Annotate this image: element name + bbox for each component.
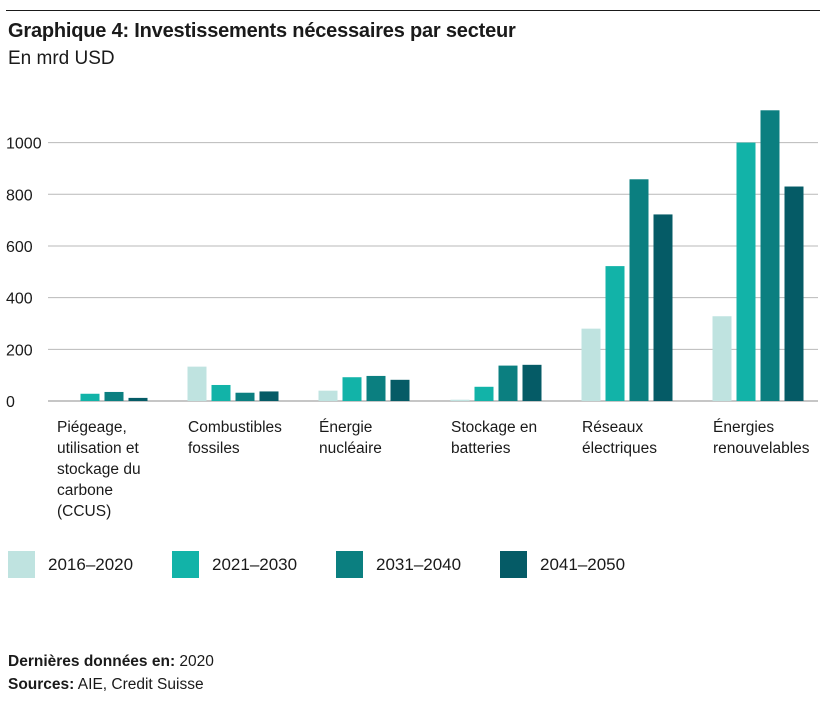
bar-3-1: [474, 386, 494, 401]
bar-3-0: [450, 399, 470, 401]
chart-subtitle: En mrd USD: [8, 48, 115, 69]
chart-title: Graphique 4: Investissements nécessaires…: [8, 20, 516, 42]
x-category-label-line: Énergies: [713, 419, 774, 436]
bar-4-2: [629, 179, 649, 401]
legend-item: 2021–2030: [172, 551, 336, 578]
legend-label: 2016–2020: [48, 554, 134, 574]
bar-1-0: [187, 366, 207, 401]
y-tick-label-600: 600: [6, 239, 33, 256]
y-tick-label-1000: 1000: [6, 136, 42, 153]
x-category-label-line: fossiles: [188, 440, 240, 457]
bar-4-3: [653, 214, 673, 401]
bar-5-0: [712, 316, 732, 401]
bar-2-3: [390, 379, 410, 401]
legend-label: 2031–2040: [376, 554, 462, 574]
legend-label: 2041–2050: [540, 554, 626, 574]
bar-4-1: [605, 266, 625, 401]
x-category-label-4: Réseaux électriques: [582, 419, 657, 457]
bar-5-2: [760, 110, 780, 401]
latest-data-value: 2020: [179, 653, 214, 670]
x-category-label-line: Énergie: [319, 419, 372, 436]
x-category-label-line: utilisation et: [57, 440, 140, 457]
bar-1-2: [235, 392, 255, 401]
x-category-label-line: batteries: [451, 440, 511, 457]
top-rule: [6, 10, 820, 11]
bar-2-1: [342, 377, 362, 401]
y-tick-label-0: 0: [6, 394, 15, 411]
x-category-label-3: Stockage en batteries: [451, 419, 537, 457]
legend-swatch: [8, 551, 35, 578]
x-category-label-line: Combustibles: [188, 419, 282, 436]
x-category-label-line: Stockage en: [451, 419, 537, 436]
bar-1-1: [211, 384, 231, 401]
y-tick-label-800: 800: [6, 187, 33, 204]
x-category-label-0: Piégeage, utilisation et stockage du carbon…: [57, 419, 141, 520]
x-category-label-line: électriques: [582, 440, 657, 457]
legend-item: 2031–2040: [336, 551, 500, 578]
bar-0-1: [80, 393, 100, 401]
x-category-label-line: renouvelables: [713, 440, 810, 457]
legend-swatch: [500, 551, 527, 578]
bar-2-0: [318, 390, 338, 401]
legend: 2016–2020 2021–2030 2031–2040 2041–2050: [8, 551, 664, 578]
bar-2-2: [366, 375, 386, 401]
legend-swatch: [172, 551, 199, 578]
legend-label: 2021–2030: [212, 554, 298, 574]
footer-latest-data: Dernières données en: 2020: [8, 653, 214, 671]
bar-0-3: [128, 397, 148, 401]
x-category-label-5: Énergies renouvelables: [713, 419, 810, 457]
x-category-label-line: stockage du: [57, 461, 141, 478]
bar-4-0: [581, 328, 601, 401]
bar-5-3: [784, 186, 804, 401]
bar-0-2: [104, 391, 124, 401]
legend-swatch: [336, 551, 363, 578]
bar-3-2: [498, 365, 518, 401]
sources-value: AIE, Credit Suisse: [77, 676, 204, 693]
bar-chart: 0 200 400 600 800 1000 Piégeage, utilisation et…: [6, 110, 818, 520]
x-category-label-line: nucléaire: [319, 440, 382, 457]
x-category-label-1: Combustibles fossiles: [188, 419, 282, 457]
bar-1-3: [259, 391, 279, 401]
bar-5-1: [736, 142, 756, 401]
x-category-label-line: (CCUS): [57, 503, 111, 520]
legend-item: 2016–2020: [8, 551, 172, 578]
legend-item: 2041–2050: [500, 551, 664, 578]
bar-3-3: [522, 364, 542, 401]
sources-label: Sources:: [8, 676, 75, 693]
x-category-label-line: carbone: [57, 482, 113, 499]
latest-data-label: Dernières données en:: [8, 653, 176, 670]
y-tick-label-400: 400: [6, 291, 33, 308]
x-category-label-line: Réseaux: [582, 419, 643, 436]
x-category-label-2: Énergie nucléaire: [319, 419, 382, 457]
footer-sources: Sources: AIE, Credit Suisse: [8, 676, 204, 694]
y-tick-label-200: 200: [6, 342, 33, 359]
x-category-label-line: Piégeage,: [57, 419, 127, 436]
